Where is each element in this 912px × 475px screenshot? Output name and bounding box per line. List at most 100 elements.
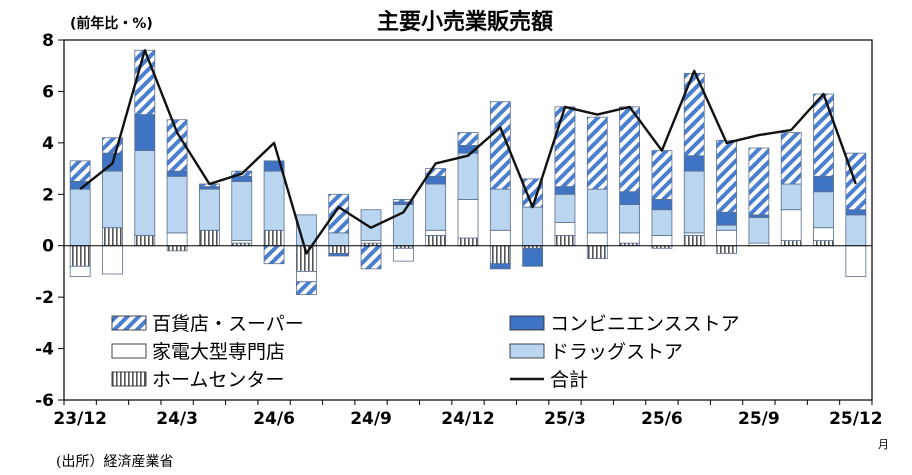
x-tick-label: 25/6 (641, 409, 683, 429)
bar-white-25/10 (780, 209, 802, 241)
bar-diag-24/6 (263, 245, 285, 265)
bar-light-25/5 (619, 204, 640, 234)
bar-light-24/4 (199, 188, 220, 231)
bar-dark-25/6 (651, 199, 673, 211)
bar-diag-24/7 (295, 281, 317, 295)
total-line (79, 49, 857, 255)
bar-dark-25/11 (813, 175, 834, 193)
bar-dark-24/6 (263, 160, 285, 172)
bar-vstripe-24/12 (457, 237, 479, 247)
x-tick-label: 24/9 (350, 409, 392, 429)
chart-title: 主要小売業販売額 (377, 9, 553, 35)
total-line-layer (79, 49, 857, 255)
bar-white-24/11 (425, 229, 447, 236)
bar-diag-25/6 (651, 150, 673, 200)
bar-diag-24/11 (425, 168, 447, 177)
bar-light-25/1 (489, 188, 511, 231)
bar-white-24/3 (166, 232, 188, 247)
bar-white-24/12 (457, 199, 479, 239)
bar-vstripe-25/10 (780, 240, 802, 247)
bar-dark-25/12 (845, 209, 867, 216)
bar-light-25/6 (651, 209, 673, 236)
x-unit-label: 月 (878, 438, 889, 451)
bar-diag-25/11 (813, 93, 834, 177)
x-axis: 23/12 24/3 24/6 24/9 24/12 25/3 25/6 25/9 25/12 (53, 400, 883, 429)
bar-dark-25/5 (619, 191, 640, 205)
bar-diag-24/9 (360, 245, 382, 270)
bar-diag-24/12 (457, 132, 479, 146)
bar-light-25/4 (586, 188, 608, 234)
legend-swatch-light (509, 343, 545, 359)
bar-vstripe-24/6 (263, 229, 285, 247)
plot-frame (63, 39, 873, 401)
legend-label-line: 合計 (550, 369, 588, 391)
bar-white-23/12 (69, 265, 91, 277)
legend-label-vstripe: ホームセンター (152, 369, 284, 391)
legend-label-white: 家電大型専門店 (152, 341, 285, 363)
bar-diag-24/10 (392, 199, 414, 203)
bar-light-24/6 (263, 170, 285, 231)
bar-vstripe-25/4 (586, 245, 608, 259)
bar-diag-25/5 (619, 106, 640, 193)
bar-light-24/11 (425, 183, 447, 231)
legend-swatch-white (111, 343, 147, 359)
bar-light-24/9 (360, 209, 382, 241)
legend-swatch-diag (111, 315, 147, 331)
bar-light-24/1 (102, 170, 123, 229)
x-tick-label: 25/3 (544, 409, 586, 429)
y-tick-label: 2 (42, 185, 54, 205)
legend-swatch-dark (509, 315, 545, 331)
x-tick-label: 25/9 (738, 409, 780, 429)
bar-white-25/11 (813, 227, 834, 241)
y-axis: 8 6 4 2 0 -2 -4 -6 (35, 31, 64, 411)
x-tick-label: 25/12 (829, 409, 883, 429)
bar-diag-25/9 (748, 147, 770, 216)
bar-white-25/1 (489, 229, 511, 247)
bar-light-25/11 (813, 191, 834, 229)
bar-white-25/4 (586, 232, 608, 247)
bar-vstripe-24/8 (328, 245, 350, 254)
bar-light-25/9 (748, 217, 770, 244)
bar-light-23/12 (69, 188, 91, 247)
bar-white-24/10 (392, 247, 414, 262)
y-tick-label: -4 (35, 340, 54, 360)
bar-dark-25/8 (716, 211, 737, 226)
y-tick-label: 8 (42, 31, 54, 51)
bar-white-25/3 (554, 222, 576, 236)
bar-white-25/8 (716, 229, 737, 247)
bar-vstripe-25/7 (683, 235, 705, 247)
bar-vstripe-25/3 (554, 235, 576, 247)
stacked-bars (69, 49, 867, 295)
y-tick-label: 0 (42, 237, 54, 257)
bar-light-25/10 (780, 183, 802, 211)
bar-dark-25/7 (683, 155, 705, 172)
bar-white-25/6 (651, 235, 673, 247)
bar-white-24/7 (295, 271, 317, 283)
bar-diag-24/2 (134, 49, 156, 115)
axes (63, 39, 873, 401)
bar-vstripe-25/8 (716, 245, 737, 254)
bar-light-24/8 (328, 232, 350, 247)
y-tick-label: -6 (35, 391, 54, 411)
legend-label-diag: 百貨店・スーパー (152, 313, 304, 335)
y-tick-label: 6 (42, 82, 54, 102)
bar-dark-24/3 (166, 170, 188, 177)
bar-vstripe-24/3 (166, 245, 188, 252)
bar-dark-25/2 (522, 247, 544, 267)
legend-label-dark: コンビニエンスストア (550, 313, 740, 335)
x-tick-label: 24/6 (253, 409, 295, 429)
bar-diag-23/12 (69, 160, 91, 182)
bar-light-25/3 (554, 193, 576, 223)
legend-swatch-vstripe (111, 371, 147, 387)
bar-diag-25/10 (780, 132, 802, 185)
bar-light-25/8 (716, 224, 737, 231)
bar-diag-24/8 (328, 193, 350, 234)
legend-label-light: ドラッグストア (550, 341, 683, 363)
x-tick-label: 23/12 (53, 409, 107, 429)
unit-label: (前年比・%) (70, 15, 153, 32)
bar-white-25/5 (619, 232, 640, 244)
bar-light-24/5 (231, 181, 253, 241)
bar-vstripe-23/12 (69, 245, 91, 267)
bar-vstripe-24/1 (102, 227, 123, 247)
